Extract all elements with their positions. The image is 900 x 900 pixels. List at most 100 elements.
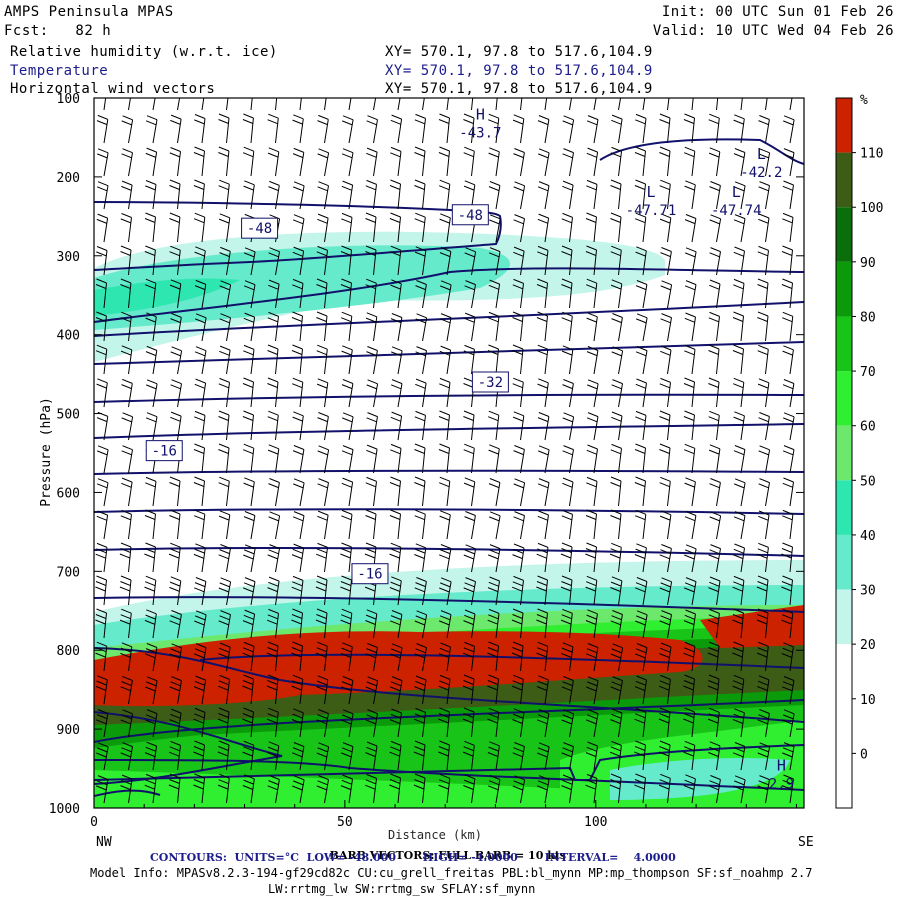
wind-barb (341, 709, 354, 738)
wind-barb (438, 113, 450, 144)
wind-barb (439, 313, 452, 342)
wind-barb (758, 148, 771, 177)
wind-barb (659, 610, 672, 639)
wind-barb (740, 98, 743, 111)
wind-barb (562, 379, 574, 408)
wind-barb (316, 675, 329, 705)
wind-barb (489, 511, 501, 540)
wind-barb (170, 346, 183, 375)
wind-barb (243, 344, 255, 375)
wind-barb (243, 443, 255, 474)
wind-barb (487, 641, 499, 672)
wind-barb (415, 378, 427, 408)
wind-barb (611, 114, 623, 144)
wind-barb (267, 741, 280, 771)
wind-barb (413, 773, 426, 804)
wind-barb (439, 377, 451, 408)
full-barb-text: FULL BARB = 10 kts (438, 849, 567, 862)
init-time: Init: 00 UTC Sun 01 Feb 26 (661, 4, 894, 20)
wind-barb (781, 774, 794, 804)
wind-barb (389, 708, 402, 738)
wind-barb (168, 542, 181, 573)
wind-barb (317, 181, 329, 210)
extremum-value: -47.71 (626, 203, 677, 219)
wind-barb (782, 379, 795, 408)
wind-barb (341, 676, 354, 705)
wind-barb (683, 410, 695, 441)
wind-barb (758, 115, 770, 144)
wind-barb (634, 146, 646, 177)
wind-barb (561, 311, 573, 342)
wind-barb (242, 740, 255, 771)
wind-barb (193, 543, 206, 573)
wind-barb (341, 509, 353, 540)
wind-barb (242, 774, 255, 804)
wind-barb (561, 212, 573, 243)
wind-barb (97, 445, 109, 474)
wind-barb (732, 674, 745, 705)
wind-barb (684, 180, 696, 210)
wind-barb (366, 346, 378, 375)
wind-barb (487, 576, 500, 606)
wind-barb (292, 775, 305, 804)
wind-barb (145, 412, 158, 441)
wind-barb (562, 148, 574, 177)
wind-barb (291, 575, 304, 606)
wind-barb (291, 311, 303, 342)
wind-barb (144, 278, 157, 309)
wind-barb (415, 313, 428, 342)
wind-barb (218, 544, 231, 573)
wind-barb (708, 741, 721, 771)
wind-barb (586, 412, 599, 441)
wind-barb (95, 675, 108, 705)
wind-barb (291, 608, 303, 639)
wind-barb (242, 146, 255, 177)
wind-barb (365, 278, 377, 309)
wind-barb (341, 445, 354, 474)
wind-barb (758, 510, 770, 540)
temperature-contour (94, 469, 804, 475)
wind-barb (635, 509, 647, 540)
wind-barb (585, 575, 598, 606)
wind-barb (389, 542, 402, 573)
wind-barb (219, 246, 231, 276)
wind-barb (765, 98, 768, 111)
wind-barb (512, 543, 525, 573)
wind-barb (438, 773, 451, 804)
wind-barb (513, 511, 525, 540)
extremum-letter: L (732, 183, 741, 201)
wind-barb (610, 708, 623, 738)
wind-barb (757, 311, 769, 342)
wind-barb (194, 346, 207, 375)
x-tick-label: 0 (90, 815, 98, 830)
colorbar-segment (836, 753, 852, 808)
wind-barb (243, 511, 256, 540)
wind-barb (414, 410, 426, 441)
wind-barb (121, 148, 133, 177)
wind-barb (366, 379, 379, 408)
wind-barb (733, 148, 746, 177)
wind-barb (193, 443, 205, 474)
wind-barb (733, 411, 745, 441)
wind-barb (463, 113, 475, 144)
wind-barb (659, 146, 671, 177)
wind-barb (537, 709, 550, 738)
contour-label-box (145, 440, 183, 462)
wind-barb (708, 311, 720, 342)
colorbar-label: 20 (860, 638, 876, 653)
wind-barb (414, 577, 427, 606)
wind-barb (440, 280, 452, 309)
wind-barb (96, 478, 109, 507)
wind-barb (316, 709, 329, 738)
y-tick-label: 600 (57, 486, 80, 501)
wind-barb (464, 280, 476, 309)
field-temperature-xy: XY= 570.1, 97.8 to 517.6,104.9 (385, 63, 653, 79)
wind-barb (268, 511, 281, 540)
wind-barb (267, 377, 279, 408)
wind-barb (267, 608, 279, 639)
wind-barb (390, 643, 403, 672)
wind-barb (487, 344, 499, 375)
contour-label-box (451, 204, 489, 226)
y-axis-label: Pressure (hPa) (39, 397, 54, 507)
wind-barb (635, 212, 647, 243)
